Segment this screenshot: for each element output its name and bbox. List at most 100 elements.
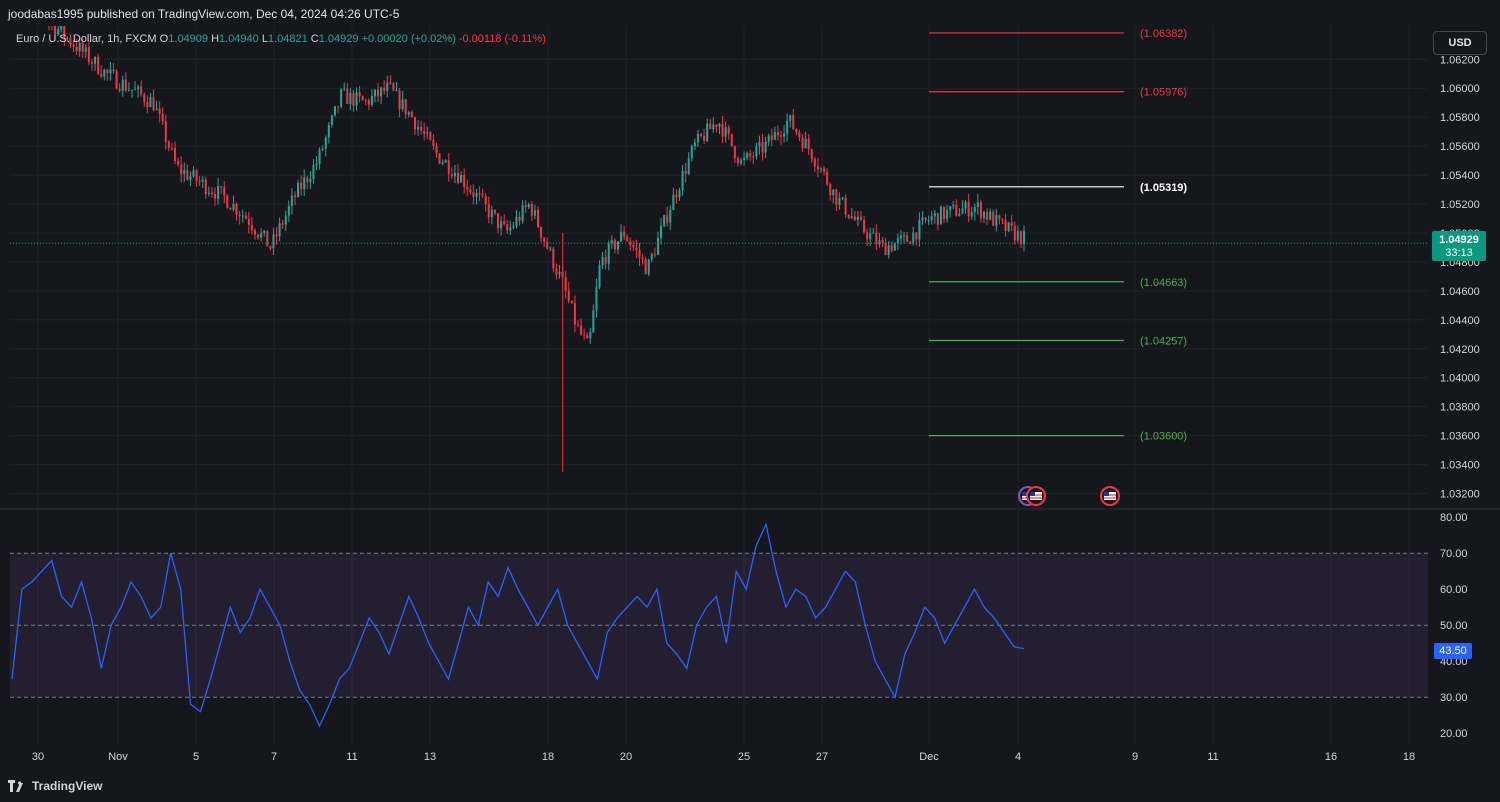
candle-body bbox=[226, 195, 229, 209]
horizontal-levels[interactable]: (1.06382) (1.05976) (1.05319) (1.04663) (1.0… bbox=[929, 28, 1187, 443]
candle bbox=[432, 134, 435, 150]
candle bbox=[829, 182, 832, 201]
candle bbox=[752, 151, 755, 165]
candle-body bbox=[60, 25, 63, 30]
candle bbox=[275, 227, 278, 245]
candle-body bbox=[152, 97, 155, 111]
candle-body bbox=[921, 217, 924, 221]
candle-body bbox=[183, 170, 186, 174]
candle bbox=[438, 152, 441, 165]
candle-body bbox=[392, 83, 395, 91]
candle bbox=[84, 43, 87, 59]
candle bbox=[893, 242, 896, 251]
candle bbox=[349, 87, 352, 111]
candle bbox=[709, 119, 712, 130]
candle bbox=[690, 144, 693, 162]
candle-body bbox=[306, 177, 309, 183]
candle-body bbox=[632, 245, 635, 248]
time-tick-label: 5 bbox=[193, 751, 199, 763]
candle-body bbox=[75, 46, 78, 52]
candle bbox=[672, 187, 675, 210]
candle bbox=[493, 209, 496, 216]
open-value: 1.04909 bbox=[168, 33, 208, 45]
candle-body bbox=[933, 213, 936, 217]
candle-body bbox=[755, 146, 758, 157]
chart-canvas[interactable]: (1.06382) (1.05976) (1.05319) (1.04663) (1.0… bbox=[0, 0, 1500, 770]
candle bbox=[816, 157, 819, 178]
candle-body bbox=[401, 99, 404, 110]
candle-body bbox=[195, 170, 198, 181]
candle-body bbox=[733, 146, 736, 159]
candle-body bbox=[167, 141, 170, 148]
low-label: L bbox=[261, 33, 268, 45]
level-label: (1.06382) bbox=[1140, 28, 1187, 40]
candle-body bbox=[930, 216, 933, 221]
candle bbox=[327, 121, 330, 144]
candle-body bbox=[703, 136, 706, 142]
candle-body bbox=[770, 135, 773, 140]
candle-body bbox=[423, 130, 426, 134]
flag-canton bbox=[1030, 492, 1035, 496]
candle bbox=[469, 185, 472, 195]
candle bbox=[835, 188, 838, 212]
candle-body bbox=[247, 218, 250, 226]
candle-body bbox=[816, 166, 819, 170]
candle bbox=[463, 168, 466, 194]
candle-body bbox=[78, 43, 81, 52]
candle bbox=[623, 226, 626, 241]
candle bbox=[955, 199, 958, 217]
rsi-tick-label: 20.00 bbox=[1440, 728, 1468, 740]
candle bbox=[204, 176, 207, 199]
candle bbox=[961, 200, 964, 214]
candle-body bbox=[512, 226, 515, 228]
candle-body bbox=[189, 176, 192, 180]
candle bbox=[1010, 215, 1013, 232]
candle-body bbox=[109, 69, 112, 73]
candle-body bbox=[444, 160, 447, 163]
us-flag-event-icon[interactable] bbox=[1100, 486, 1120, 506]
candle bbox=[601, 252, 604, 269]
candle-body bbox=[899, 235, 902, 239]
candle bbox=[315, 156, 318, 171]
candle bbox=[1001, 217, 1004, 225]
candle-body bbox=[580, 325, 583, 335]
candle-body bbox=[798, 132, 801, 138]
price-tick-label: 1.06000 bbox=[1440, 83, 1480, 95]
candle-body bbox=[521, 205, 524, 221]
candle bbox=[257, 233, 260, 240]
candle-body bbox=[426, 132, 429, 134]
tradingview-brand: TradingView bbox=[32, 779, 103, 793]
level-label: (1.03600) bbox=[1140, 431, 1187, 443]
candle bbox=[1023, 225, 1025, 252]
us-flag-event-icon[interactable] bbox=[1026, 486, 1046, 506]
candle-body bbox=[1007, 222, 1010, 231]
candle-body bbox=[69, 37, 72, 45]
candle bbox=[127, 82, 130, 92]
close-value: 1.04929 bbox=[318, 33, 359, 45]
candle bbox=[592, 304, 595, 333]
candle-body bbox=[527, 204, 530, 208]
candle bbox=[576, 319, 579, 328]
economic-events[interactable] bbox=[1018, 486, 1120, 506]
candle bbox=[586, 332, 589, 339]
candle-body bbox=[90, 62, 93, 64]
low-value: 1.04821 bbox=[267, 33, 308, 45]
tradingview-logo[interactable]: TradingView bbox=[8, 779, 102, 793]
candle bbox=[583, 328, 586, 341]
candle bbox=[675, 189, 678, 204]
candle bbox=[155, 101, 158, 111]
candle bbox=[749, 149, 752, 162]
currency-button[interactable]: USD bbox=[1433, 31, 1487, 55]
candle bbox=[106, 68, 109, 81]
candle bbox=[370, 89, 373, 107]
candle-body bbox=[121, 79, 124, 91]
candle bbox=[284, 210, 287, 231]
flag-canton bbox=[1104, 492, 1109, 496]
candle bbox=[832, 189, 835, 204]
last-price-tag: 1.04929 33:13 bbox=[1432, 231, 1486, 261]
candle-body bbox=[210, 192, 213, 195]
candle-body bbox=[192, 170, 195, 177]
candle bbox=[115, 69, 118, 90]
candle-body bbox=[546, 241, 549, 249]
candle bbox=[238, 210, 241, 225]
